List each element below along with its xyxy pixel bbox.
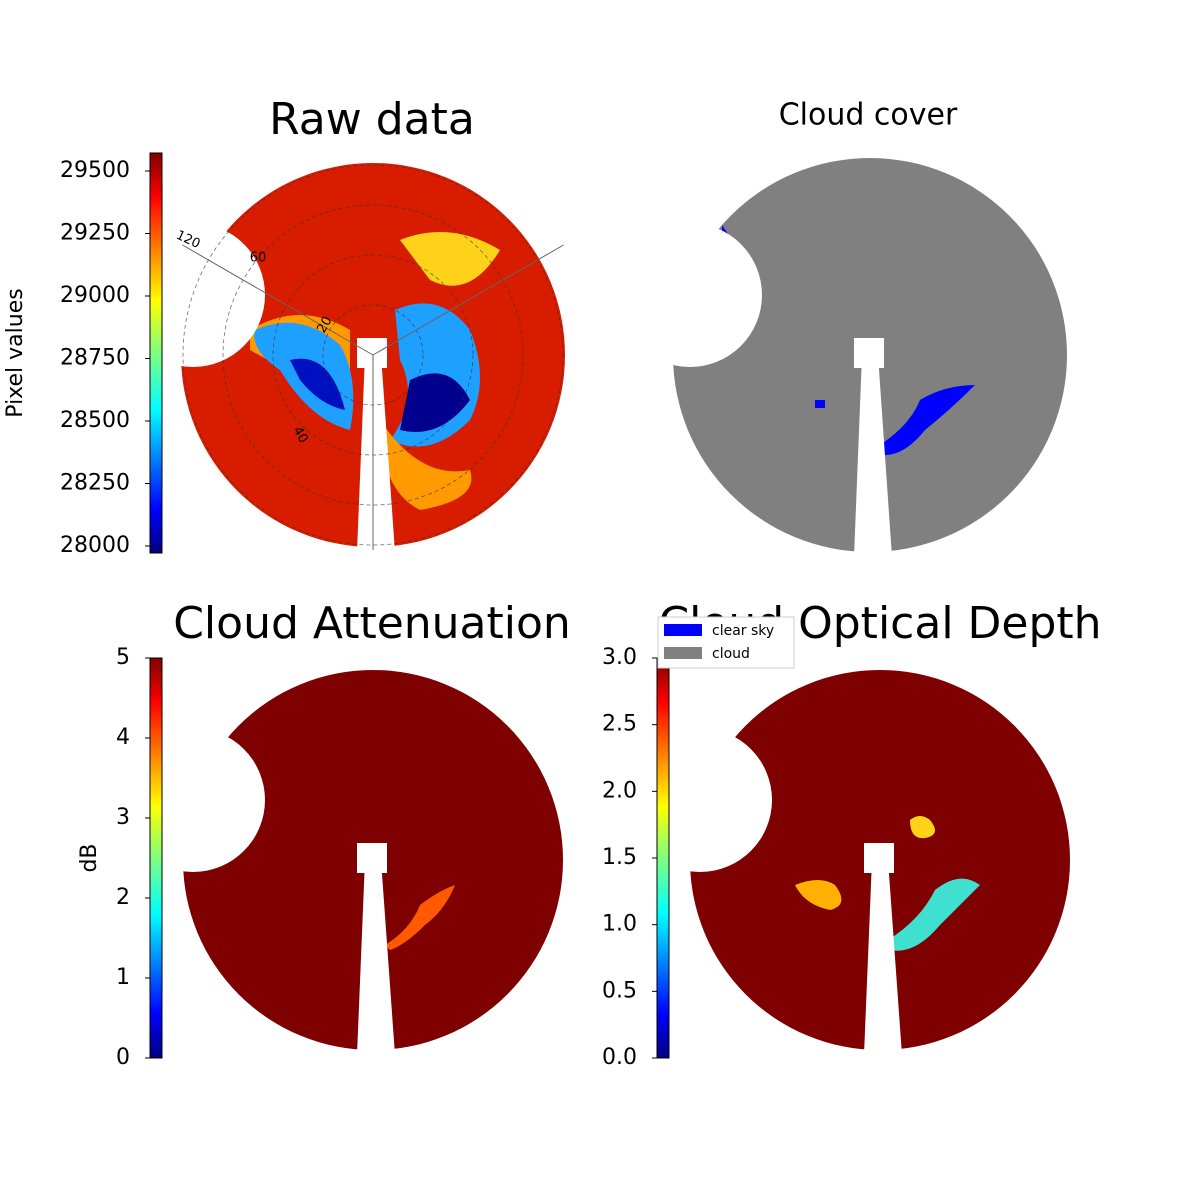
image-feature [290,358,345,410]
polar-grid [182,164,564,546]
image-feature [380,420,472,510]
colorbar [149,657,163,1059]
panel-title: Cloud cover [779,98,958,133]
legend-swatch [664,647,702,659]
polar-label: 20 [314,314,335,336]
colorbar-tick-label: 1.0 [602,912,637,937]
colorbar-label: Pixel values [3,288,28,417]
image-feature [888,878,980,951]
colorbar-tick-label: 0.0 [602,1045,637,1070]
panel-title: Raw data [269,94,475,145]
polar-grid [222,204,524,506]
polar-spoke [372,244,564,356]
mask-block [864,843,894,873]
colorbar-label: dB [77,843,102,872]
image-feature [385,885,455,950]
image-feature [795,880,842,910]
colorbar-tick-label: 29500 [60,158,130,183]
colorbar-tick-label: 2.0 [602,778,637,803]
polar-label: 60 [250,251,267,266]
polar-label: 40 [289,424,310,446]
panels: Raw data12060204028000282502850028750290… [3,94,1102,1070]
panel: Raw data12060204028000282502850028750290… [3,94,565,558]
mask-bite [628,728,772,872]
colorbar-tick-label: 28250 [60,471,130,496]
colorbar-tick-label: 3 [116,805,130,830]
colorbar-tick-label: 28000 [60,533,130,558]
colorbar-tick-label: 4 [116,725,130,750]
image-feature [880,385,975,455]
mask-arm [854,355,892,557]
image-feature [910,816,935,839]
mask-block [854,338,884,368]
colorbar [656,657,670,1059]
mask-arm [864,860,902,1055]
colorbar-tick-label: 28750 [60,346,130,371]
image-feature [815,400,825,408]
colorbar-tick-label: 5 [116,645,130,670]
mask-bite [618,223,762,367]
colorbar-tick-label: 28500 [60,408,130,433]
colorbar-tick-label: 1.5 [602,845,637,870]
image-feature [400,373,470,432]
panel-title: Cloud Attenuation [173,598,571,649]
mask-block [357,338,387,368]
colorbar-tick-label: 29000 [60,283,130,308]
mask-arm [357,860,395,1055]
legend: clear sky cloud [657,616,795,669]
colorbar-tick-label: 1 [116,965,130,990]
colorbar-tick-label: 2.5 [602,712,637,737]
colorbar-tick-label: 29250 [60,221,130,246]
legend-label: clear sky [712,623,774,639]
polar-spoke [182,244,374,356]
legend-label: cloud [712,646,750,662]
panel: Cloud Attenuation 0 1 2 3 4 5 dB [77,598,571,1070]
colorbar-tick-label: 3.0 [602,645,637,670]
mask-bite [121,728,265,872]
colorbar-tick-label: 0.5 [602,978,637,1003]
legend-swatch [664,624,702,636]
colorbar-tick-label: 2 [116,885,130,910]
panel: Cloud cover [618,98,1067,557]
colorbar-tick-label: 0 [116,1045,130,1070]
colorbar [149,152,163,554]
image-feature [400,232,500,286]
mask-block [357,843,387,873]
